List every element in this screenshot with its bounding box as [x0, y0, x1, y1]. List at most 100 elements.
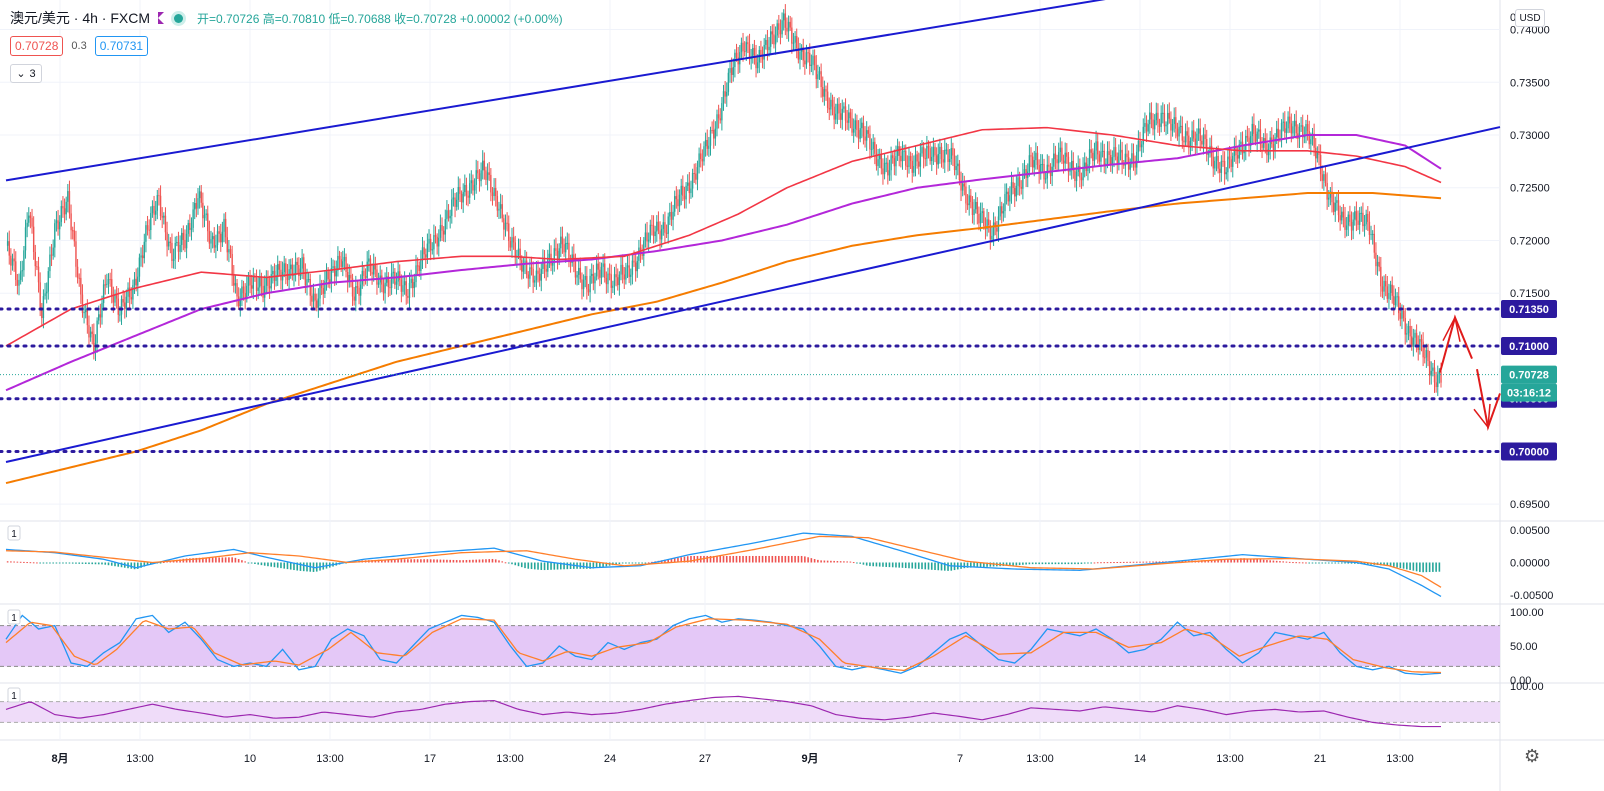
candle-body	[54, 223, 56, 248]
candle-body	[1311, 133, 1314, 140]
macd-histogram-bar	[452, 559, 455, 563]
macd-histogram-bar	[856, 562, 858, 564]
candle-body	[1062, 160, 1065, 164]
macd-histogram-bar	[722, 555, 725, 563]
candle-body	[42, 296, 45, 319]
candle-body	[1199, 128, 1201, 141]
candle-body	[337, 255, 339, 271]
macd-histogram-bar	[615, 562, 617, 565]
candle-body	[98, 314, 100, 321]
candle-body	[815, 65, 817, 80]
macd-histogram-bar	[1061, 562, 1063, 565]
candle-body	[1084, 162, 1086, 167]
candle-body	[1284, 121, 1286, 133]
macd-histogram-bar	[221, 557, 224, 563]
candle-body	[717, 114, 720, 119]
macd-histogram-bar	[42, 562, 45, 564]
macd-histogram-bar	[143, 562, 146, 567]
macd-histogram-bar	[1350, 562, 1353, 564]
candle-body	[1264, 138, 1266, 144]
candle-body	[390, 273, 393, 288]
candle-body	[169, 241, 172, 243]
macd-histogram-bar	[719, 555, 722, 563]
candle-body	[1406, 333, 1408, 335]
macd-histogram-bar	[247, 562, 250, 564]
candle-body	[486, 172, 489, 180]
candle-body	[233, 275, 235, 286]
macd-histogram-bar	[810, 558, 813, 563]
macd-histogram-bar	[75, 562, 77, 564]
candle-body	[140, 255, 142, 258]
macd-histogram-bar	[1344, 562, 1346, 564]
macd-histogram-bar	[712, 555, 715, 563]
indicator-count: 3	[29, 67, 36, 80]
macd-histogram-bar	[29, 562, 32, 564]
macd-histogram-bar	[833, 560, 835, 563]
candle-body	[1101, 150, 1104, 152]
candle-body	[979, 213, 982, 224]
candle-body	[1293, 120, 1296, 127]
macd-histogram-bar	[491, 558, 494, 563]
symbol-title[interactable]: 澳元/美元 · 4h · FXCM	[10, 10, 151, 26]
candle-body	[685, 185, 687, 200]
candle-body	[1432, 367, 1434, 371]
macd-histogram-bar	[1334, 562, 1337, 564]
currency-button[interactable]: USD	[1515, 9, 1545, 27]
macd-histogram-bar	[400, 559, 403, 563]
candle-body	[901, 151, 904, 162]
macd-histogram-bar	[1438, 562, 1441, 572]
stochastic-tick-label: 100.00	[1510, 607, 1544, 619]
macd-histogram-bar	[634, 562, 637, 564]
macd-histogram-bar	[930, 562, 933, 570]
sell-button[interactable]: 0.70728	[10, 36, 64, 56]
candle-body	[939, 146, 941, 154]
macd-histogram-bar	[1113, 562, 1115, 564]
time-tick-label: 24	[604, 753, 616, 765]
macd-histogram-bar	[1044, 562, 1047, 565]
candle-body	[1339, 215, 1341, 221]
macd-histogram-bar	[543, 562, 546, 571]
candle-body	[538, 273, 541, 281]
price-tick-label: 0.73500	[1510, 77, 1550, 89]
candle-body	[247, 277, 250, 286]
candle-body	[470, 180, 473, 184]
candle-body	[1319, 154, 1322, 175]
macd-histogram-bar	[403, 559, 406, 563]
macd-histogram-bar	[130, 562, 133, 569]
macd-histogram-bar	[45, 562, 48, 564]
candle-body	[797, 47, 800, 60]
flag-icon[interactable]	[158, 12, 165, 24]
candle-body	[1427, 349, 1429, 362]
macd-histogram-bar	[13, 561, 15, 563]
gear-icon[interactable]: ⚙	[1524, 746, 1541, 766]
candle-body	[957, 163, 959, 167]
candle-body	[483, 160, 486, 171]
candle-body	[482, 160, 484, 171]
macd-histogram-bar	[693, 555, 696, 563]
buy-button[interactable]: 0.70731	[94, 36, 149, 56]
candle-body	[534, 280, 536, 283]
macd-histogram-bar	[1057, 562, 1060, 565]
macd-histogram-bar	[644, 562, 647, 564]
candle-body	[433, 235, 435, 250]
candle-body	[1061, 147, 1063, 161]
candle-body	[1378, 261, 1380, 267]
indicators-collapse-button[interactable]: ⌄ 3	[10, 64, 42, 83]
candle-body	[976, 201, 979, 214]
candle-body	[597, 263, 599, 270]
candle-body	[564, 243, 567, 253]
candle-body	[304, 272, 307, 286]
candle-body	[1344, 217, 1346, 230]
macd-histogram-bar	[1210, 560, 1213, 563]
candle-body	[75, 241, 77, 267]
candle-body	[332, 266, 334, 269]
candle-body	[732, 66, 734, 75]
candle-body	[870, 148, 873, 150]
candle-body	[1157, 112, 1159, 124]
macd-histogram-bar	[751, 555, 754, 563]
candle-body	[1336, 200, 1338, 203]
candle-body	[438, 237, 440, 247]
candle-body	[1409, 326, 1411, 337]
candle-body	[1248, 137, 1250, 147]
